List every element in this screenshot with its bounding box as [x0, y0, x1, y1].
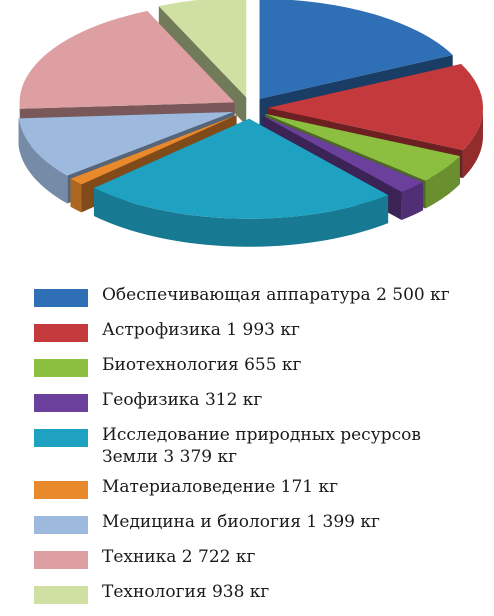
legend-item: Медицина и биология 1 399 кг	[34, 511, 484, 546]
legend-label: Геофизика 312 кг	[102, 389, 262, 411]
legend-label: Обеспечивающая аппаратура 2 500 кг	[102, 284, 450, 306]
legend-swatch	[34, 394, 88, 412]
legend-swatch	[34, 551, 88, 569]
legend-swatch	[34, 429, 88, 447]
legend-item: Исследование природных ресурсов Земли 3 …	[34, 424, 484, 476]
legend-label: Биотехнология 655 кг	[102, 354, 301, 376]
pie-chart	[0, 0, 494, 285]
legend-item: Геофизика 312 кг	[34, 389, 484, 424]
legend-swatch	[34, 516, 88, 534]
pie-slice-rim	[71, 179, 82, 213]
legend-item: Техника 2 722 кг	[34, 546, 484, 581]
legend-label: Материаловедение 171 кг	[102, 476, 338, 498]
legend-label: Астрофизика 1 993 кг	[102, 319, 300, 341]
legend-swatch	[34, 359, 88, 377]
legend-swatch	[34, 586, 88, 604]
legend-item: Материаловедение 171 кг	[34, 476, 484, 511]
legend-label: Техника 2 722 кг	[102, 546, 255, 568]
legend-item: Биотехнология 655 кг	[34, 354, 484, 389]
legend-swatch	[34, 289, 88, 307]
legend-item: Астрофизика 1 993 кг	[34, 319, 484, 354]
legend-item: Обеспечивающая аппаратура 2 500 кг	[34, 284, 484, 319]
legend-swatch	[34, 481, 88, 499]
legend-label: Исследование природных ресурсов Земли 3 …	[102, 424, 421, 468]
legend-label: Медицина и биология 1 399 кг	[102, 511, 380, 533]
legend-swatch	[34, 324, 88, 342]
legend: Обеспечивающая аппаратура 2 500 кг Астро…	[34, 284, 484, 616]
legend-item: Технология 938 кг	[34, 581, 484, 616]
